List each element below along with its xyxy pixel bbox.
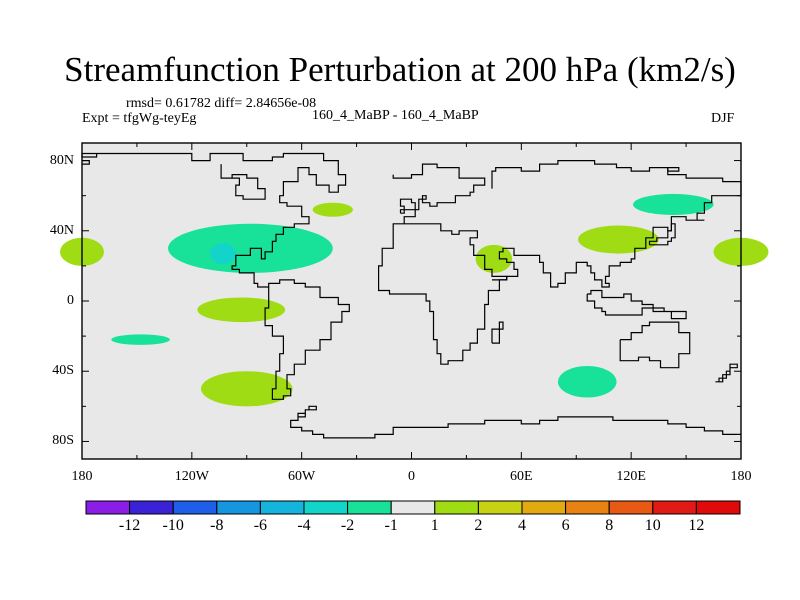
colorbar-label: 1 [430, 517, 439, 534]
colorbar-label: -8 [210, 517, 224, 534]
colorbar-box [259, 500, 305, 515]
colorbar-box [390, 500, 436, 515]
colorbar-label: -6 [253, 517, 268, 534]
y-tick-label: 40N [49, 222, 74, 238]
coastline-antarctica-coast [290, 405, 741, 439]
anomaly-east-pacific-equator [197, 297, 286, 323]
case-label: 160_4_MaBP - 160_4_MaBP [312, 108, 479, 123]
colorbar-box [695, 500, 741, 515]
colorbar-box [216, 500, 261, 515]
coastline-americas-coast [81, 152, 350, 400]
season-label: DJF [711, 111, 735, 126]
coastline-north-america-west [220, 164, 266, 200]
coastline-indonesia [586, 289, 687, 320]
colorbar-box [347, 500, 392, 515]
coastline-australia-coast [619, 321, 691, 369]
colorbar-box [565, 500, 610, 515]
coastline-madagascar [491, 321, 504, 344]
colorbar-label: -2 [340, 517, 355, 534]
colorbar-box [477, 500, 523, 515]
colorbar-box [521, 500, 567, 515]
colorbar-label: 10 [644, 517, 661, 534]
anomaly-south-pacific-tropics [111, 334, 170, 345]
colorbar-box [85, 500, 131, 515]
chart-title: Streamfunction Perturbation at 200 hPa (… [64, 50, 736, 89]
colorbar-label: -4 [297, 517, 311, 534]
colorbar-label: -1 [384, 517, 398, 534]
colorbar-label: 4 [518, 517, 526, 534]
experiment-label: Expt = tfgWg-teyEg [82, 111, 197, 126]
coastline-uk [399, 198, 416, 214]
coastline-europe-africa-coast [378, 163, 508, 365]
x-tick-label: 60E [510, 469, 533, 484]
colorbar-box [129, 500, 174, 515]
colorbar-label: 2 [474, 517, 483, 534]
colorbar-box [172, 500, 218, 515]
colorbar-label: 6 [561, 517, 570, 534]
anomaly-north-pacific-high-lat [632, 193, 714, 215]
colorbar-box [608, 500, 654, 515]
x-tick-label: 120W [174, 469, 209, 484]
anomaly-south-indian-ocean [557, 365, 617, 398]
x-tick-label: 60W [288, 469, 316, 484]
x-tick-label: 180 [730, 469, 752, 484]
coastline-asia-coast [491, 160, 742, 288]
stats-label: rmsd= 0.61782 diff= 2.84656e-08 [126, 96, 317, 111]
anomaly-east-asia [578, 225, 659, 254]
colorbar-label: -10 [162, 517, 184, 534]
coastline-new-zealand [715, 363, 738, 383]
colorbar-label: -12 [118, 517, 141, 534]
colorbar-label: 12 [688, 517, 705, 534]
colorbar-box [652, 500, 697, 515]
y-tick-label: 80S [52, 433, 74, 449]
coastline-japan [648, 223, 676, 246]
x-tick-label: 0 [408, 469, 415, 484]
anomaly-south-pacific-midlat [200, 371, 293, 407]
colorbar-box [303, 500, 349, 515]
x-tick-label: 120E [616, 469, 646, 484]
anomaly-atlantic-north [312, 202, 353, 217]
y-tick-label: 40S [52, 363, 74, 379]
anomaly-north-america-core [210, 243, 236, 265]
colorbar-label: 8 [605, 517, 614, 534]
y-tick-label: 80N [49, 152, 74, 168]
coastline-greenland-north [667, 167, 680, 172]
colorbar-box [434, 500, 479, 515]
y-tick-label: 0 [67, 293, 74, 308]
x-tick-label: 180 [71, 469, 93, 484]
